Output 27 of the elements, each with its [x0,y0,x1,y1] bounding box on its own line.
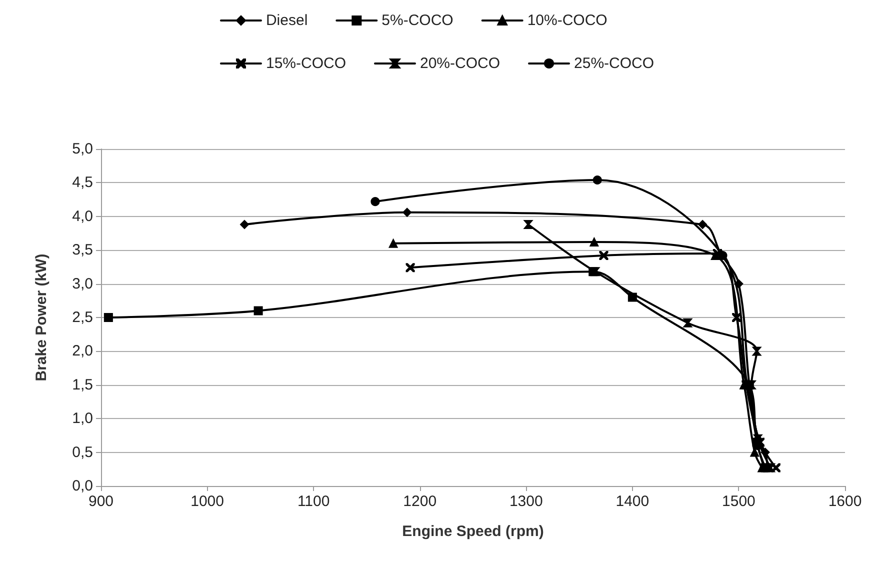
x-tick-label: 1000 [190,493,224,510]
y-tick-label: 4,0 [72,208,93,225]
legend-label: Diesel [266,12,308,29]
y-tick-label: 2,5 [72,309,93,326]
legend-label: 20%-COCO [420,55,500,72]
x-tick-label: 900 [88,493,114,510]
x-tick-label: 1500 [722,493,756,510]
y-tick-label: 0,5 [72,444,93,461]
y-tick-label: 0,0 [72,478,93,494]
x-tick-label: 1200 [403,493,437,510]
legend-label: 15%-COCO [266,55,346,72]
x-tick-label: 1400 [616,493,650,510]
y-tick-label: 4,5 [72,174,93,192]
y-tick-label: 1,5 [72,376,93,394]
legend-label: 25%-COCO [574,55,654,72]
y-tick-label: 1,0 [72,410,93,428]
x-axis-title: Engine Speed (rpm) [402,523,544,540]
x-tick-label: 1100 [297,493,330,510]
legend-label: 10%-COCO [527,12,608,29]
y-tick-label: 3,0 [72,275,93,292]
x-tick-label: 1600 [828,493,862,510]
y-axis-title: Brake Power (kW) [33,254,50,382]
y-tick-label: 2,0 [72,342,93,360]
legend-label: 5%-COCO [382,12,454,29]
y-tick-label: 3,5 [72,242,93,259]
y-tick-label: 5,0 [72,140,93,158]
x-tick-label: 1300 [509,493,543,510]
